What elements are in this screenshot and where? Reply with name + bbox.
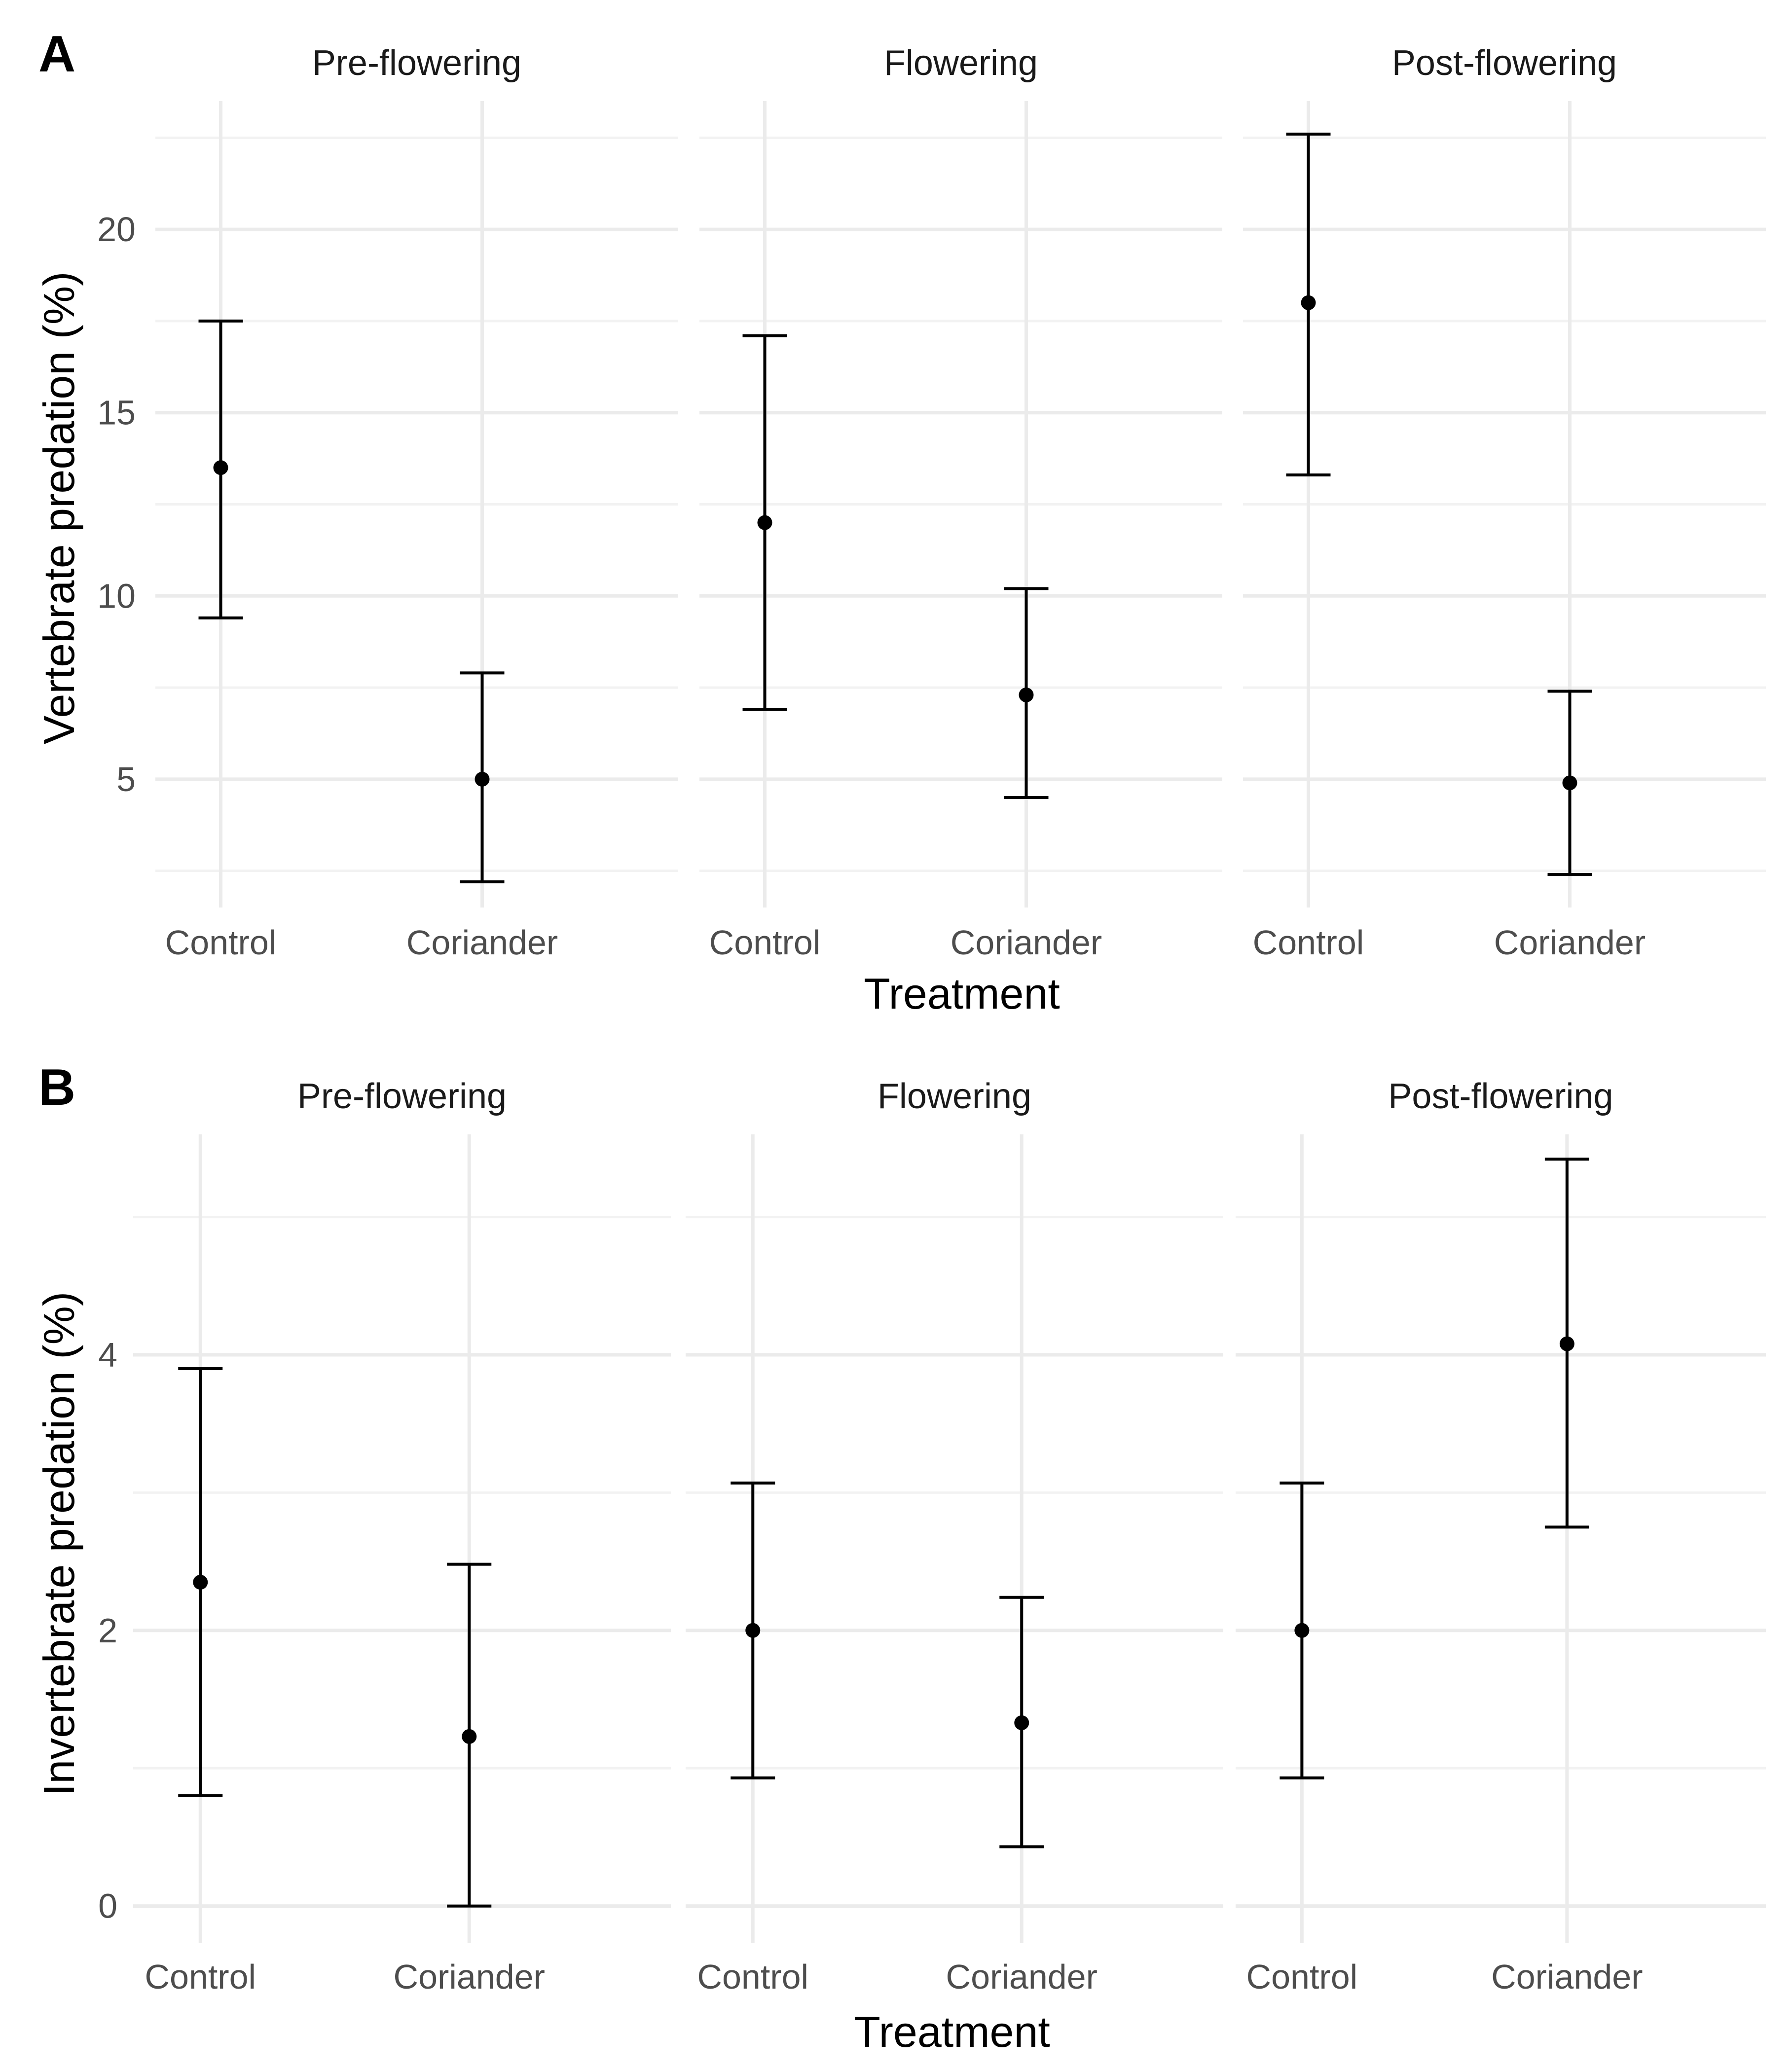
facet-title-a-2: Post-flowering — [1392, 43, 1617, 83]
facet-a-0: Pre-flowering Control Coriander — [155, 43, 678, 962]
facet-a-1: Flowering Control Coriander — [699, 43, 1222, 962]
mean-point-a-2-1 — [1562, 775, 1577, 791]
y-axis-label-a: Vertebrate predation (%) — [35, 272, 83, 745]
x-tick-label-a-2-1: Coriander — [1494, 923, 1646, 962]
facet-title-a-0: Pre-flowering — [312, 43, 521, 83]
mean-point-b-0-1 — [462, 1729, 477, 1744]
x-tick-label-a-0-0: Control — [165, 923, 277, 962]
mean-point-b-2-0 — [1294, 1623, 1310, 1638]
x-tick-label-a-1-0: Control — [709, 923, 821, 962]
mean-point-b-2-1 — [1559, 1336, 1574, 1351]
x-tick-label-a-0-1: Coriander — [406, 923, 558, 962]
panel-tag-a: A — [38, 26, 75, 83]
mean-point-a-0-0 — [213, 460, 228, 475]
facet-b-2: Post-flowering Control Coriander — [1236, 1077, 1766, 1996]
panel-a: A Vertebrate predation (%) Treatment 5 10… — [35, 26, 1766, 1018]
facet-title-b-2: Post-flowering — [1388, 1077, 1613, 1116]
x-axis-label-a: Treatment — [864, 969, 1060, 1018]
mean-point-b-1-0 — [745, 1623, 761, 1638]
x-tick-label-b-0-0: Control — [145, 1958, 256, 1996]
facet-b-1: Flowering Control Coriander — [686, 1077, 1223, 1996]
y-tick-label-b-0: 0 — [98, 1887, 117, 1925]
x-tick-label-b-0-1: Coriander — [394, 1958, 545, 1996]
mean-point-a-0-1 — [475, 771, 490, 787]
y-tick-label-b-1: 2 — [98, 1611, 117, 1650]
y-tick-label-a-2: 15 — [97, 394, 136, 432]
facet-title-a-1: Flowering — [884, 43, 1038, 83]
x-tick-label-b-2-1: Coriander — [1491, 1958, 1643, 1996]
x-tick-label-a-1-1: Coriander — [951, 923, 1102, 962]
panel-b: B Invertebrate predation (%) Treatment 0… — [35, 1059, 1766, 2056]
x-tick-label-a-2-0: Control — [1253, 923, 1364, 962]
mean-point-b-0-0 — [193, 1575, 208, 1590]
facet-a-2: Post-flowering Control Coriander — [1243, 43, 1766, 962]
mean-point-b-1-1 — [1014, 1715, 1029, 1730]
y-tick-label-a-1: 10 — [97, 577, 136, 615]
y-tick-label-a-0: 5 — [116, 760, 136, 799]
x-tick-label-b-1-0: Control — [697, 1958, 808, 1996]
facet-b-0: Pre-flowering Control Coriander — [133, 1077, 671, 1996]
panel-tag-b: B — [38, 1059, 75, 1116]
mean-point-a-1-0 — [757, 515, 772, 530]
mean-point-a-2-0 — [1301, 295, 1316, 310]
y-axis-label-b: Invertebrate predation (%) — [35, 1292, 83, 1796]
x-tick-label-b-1-1: Coriander — [946, 1958, 1097, 1996]
x-axis-label-b: Treatment — [854, 2007, 1050, 2056]
mean-point-a-1-1 — [1019, 687, 1034, 702]
x-tick-label-b-2-0: Control — [1246, 1958, 1358, 1996]
facet-title-b-1: Flowering — [878, 1077, 1031, 1116]
y-tick-label-b-2: 4 — [98, 1336, 117, 1374]
y-tick-label-a-3: 20 — [97, 210, 136, 249]
facet-title-b-0: Pre-flowering — [297, 1077, 507, 1116]
